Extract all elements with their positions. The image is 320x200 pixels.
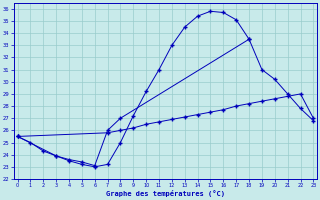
X-axis label: Graphe des températures (°C): Graphe des températures (°C) bbox=[106, 190, 225, 197]
